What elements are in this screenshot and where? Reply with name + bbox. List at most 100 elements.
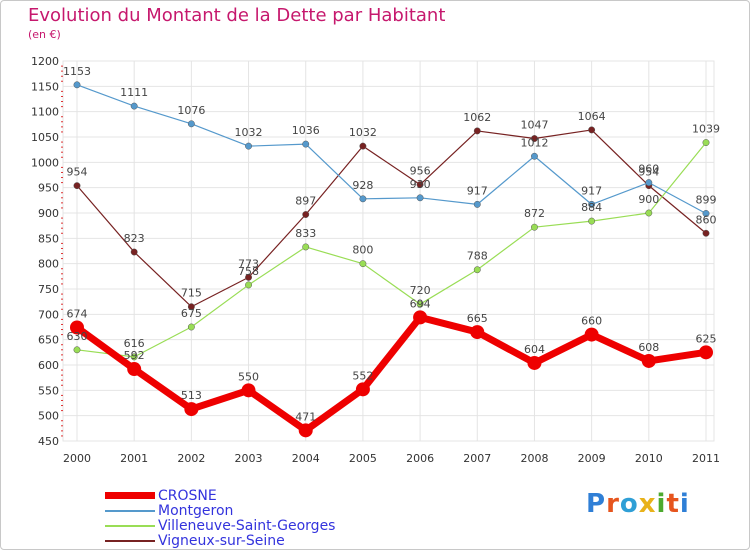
data-label: 954 <box>67 166 88 179</box>
y-tick-label: 750 <box>38 283 59 296</box>
data-point <box>245 281 252 289</box>
legend-label: Vigneux-sur-Seine <box>158 532 285 549</box>
data-label: 1064 <box>578 110 606 123</box>
data-point <box>127 362 142 377</box>
y-tick-label: 600 <box>38 359 59 372</box>
legend-item: Vigneux-sur-Seine <box>105 532 285 549</box>
proxiti-logo: Proxiti <box>586 489 690 519</box>
data-label: 550 <box>238 370 259 383</box>
data-point <box>473 266 481 274</box>
y-tick-label: 650 <box>38 334 59 347</box>
legend-label: CROSNE <box>158 487 217 504</box>
y-tick-label: 800 <box>38 258 59 271</box>
data-label: 694 <box>410 297 431 310</box>
data-point <box>645 209 653 217</box>
data-label: 608 <box>638 341 659 354</box>
data-point <box>245 273 252 281</box>
data-point <box>245 142 252 150</box>
data-point <box>416 181 424 189</box>
y-tick-label: 900 <box>38 207 59 220</box>
x-tick-label: 2001 <box>120 452 148 465</box>
data-label: 884 <box>581 201 602 214</box>
data-point <box>470 325 485 340</box>
data-point <box>416 300 424 308</box>
legend-label: Montgeron <box>158 502 234 519</box>
series-line-crosne <box>74 313 707 434</box>
series-line-villeneuve-saint-georges <box>76 142 707 358</box>
data-point <box>130 248 138 256</box>
data-label: 1012 <box>520 136 548 149</box>
data-label: 917 <box>467 184 488 197</box>
data-point <box>531 223 538 231</box>
logo-letter: r <box>606 489 620 519</box>
data-point <box>645 179 653 187</box>
legend-swatch <box>105 509 155 512</box>
data-label: 1032 <box>235 126 263 139</box>
chart-title: Evolution du Montant de la Dette par Hab… <box>28 5 446 26</box>
data-point <box>73 81 81 89</box>
data-point <box>187 303 195 311</box>
data-point <box>699 345 713 360</box>
data-point <box>641 353 656 368</box>
data-point <box>241 383 256 398</box>
data-label: 928 <box>352 179 373 192</box>
series-line-vigneux-sur-seine <box>76 129 707 308</box>
data-label: 872 <box>524 207 545 220</box>
data-label: 616 <box>124 337 145 350</box>
data-label: 715 <box>181 287 202 300</box>
data-label: 660 <box>581 315 602 328</box>
y-tick-label: 1200 <box>31 55 59 68</box>
data-point <box>531 135 538 142</box>
x-tick-label: 2006 <box>406 452 434 465</box>
data-label: 1062 <box>463 111 491 124</box>
legend-item: CROSNE <box>105 487 217 504</box>
y-tick-label: 700 <box>38 308 59 321</box>
data-point <box>130 353 138 361</box>
data-label: 1032 <box>349 126 377 139</box>
y-tick-label: 1050 <box>31 131 59 144</box>
data-labels: 674 592 513 550 471 552 694 665 604 660 608 625 1153… <box>63 65 720 424</box>
legend-item: Villeneuve-Saint-Georges <box>105 518 335 534</box>
data-point <box>302 211 310 218</box>
data-point <box>187 120 195 128</box>
data-label: 625 <box>696 332 717 345</box>
data-label: 773 <box>238 257 259 270</box>
y-tick-label: 550 <box>38 384 59 397</box>
y-tick-label: 1150 <box>31 80 59 93</box>
data-point <box>187 323 195 331</box>
data-point <box>302 140 310 148</box>
data-point <box>473 200 481 208</box>
data-label: 960 <box>638 163 659 176</box>
legend-swatch <box>105 492 155 499</box>
logo-letter: t <box>666 489 680 519</box>
data-point <box>73 182 81 190</box>
data-point <box>359 260 367 268</box>
legend-swatch <box>105 524 155 527</box>
x-tick-label: 2005 <box>349 452 377 465</box>
y-tick-label: 850 <box>38 232 59 245</box>
data-point <box>302 243 310 251</box>
logo-letter: i <box>656 489 667 519</box>
data-label: 552 <box>352 369 373 382</box>
axes: 450 500 550 600 650 700 750 800 850 900 950 1000 105… <box>31 55 720 465</box>
x-tick-label: 2003 <box>235 452 263 465</box>
data-point <box>413 310 428 325</box>
data-label: 1111 <box>120 86 148 99</box>
data-label: 604 <box>524 343 545 356</box>
data-point <box>702 229 710 237</box>
x-tick-label: 2009 <box>578 452 606 465</box>
data-point <box>588 126 596 134</box>
y-tick-label: 450 <box>38 435 59 448</box>
data-point <box>702 139 710 147</box>
data-point <box>416 194 424 202</box>
data-label: 674 <box>67 308 88 321</box>
data-label: 720 <box>410 284 431 297</box>
data-point <box>298 423 313 438</box>
data-label: 823 <box>124 232 145 245</box>
data-label: 1039 <box>692 123 720 136</box>
x-tick-label: 2000 <box>63 452 91 465</box>
data-label: 900 <box>638 193 659 206</box>
data-point <box>359 142 367 150</box>
x-tick-label: 2010 <box>635 452 663 465</box>
